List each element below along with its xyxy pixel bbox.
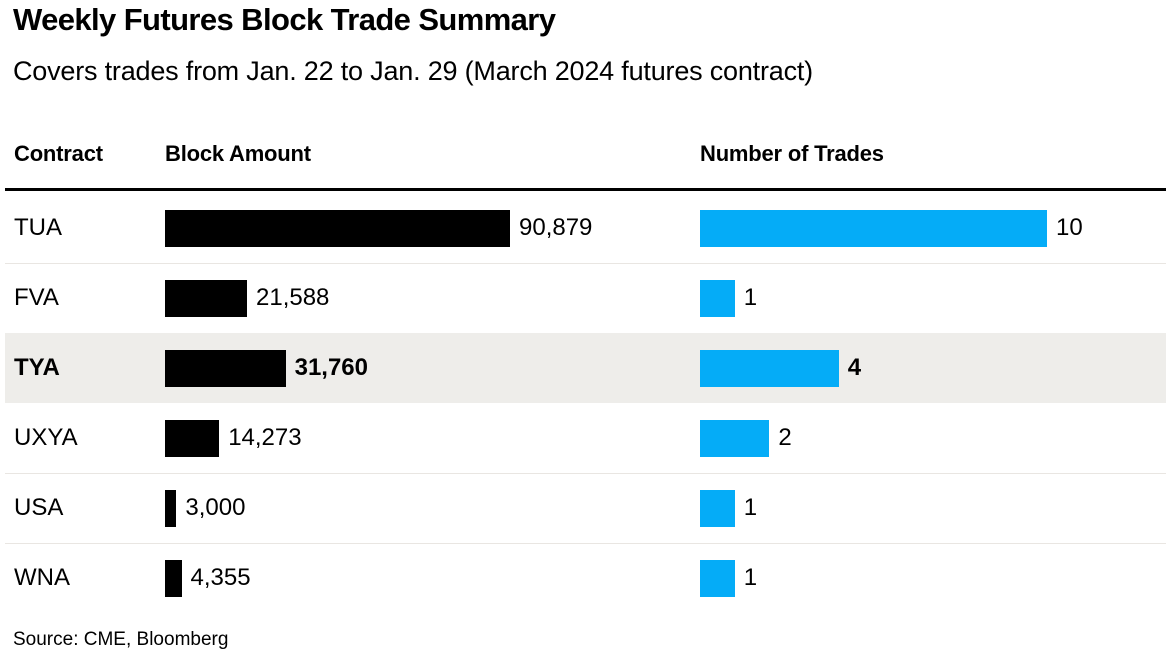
source-note: Source: CME, Bloomberg [13, 629, 229, 650]
block-amount-value: 21,588 [256, 284, 330, 311]
block-amount-bar [165, 419, 220, 457]
contract-label: TUA [14, 214, 62, 241]
trades-cell: 1 [700, 263, 757, 333]
trades-cell: 4 [700, 333, 861, 403]
table-row-tya-highlighted: TYA 31,760 4 [0, 333, 1176, 403]
block-amount-value: 31,760 [294, 354, 368, 381]
header-rule [5, 188, 1166, 191]
chart-title: Weekly Futures Block Trade Summary [13, 2, 556, 37]
contract-label: WNA [14, 564, 70, 591]
trades-bar [700, 489, 735, 527]
trades-bar [700, 349, 839, 387]
trades-bar [700, 419, 770, 457]
block-amount-bar [165, 209, 510, 247]
trades-cell: 2 [700, 403, 792, 473]
block-amount-cell: 21,588 [165, 263, 329, 333]
trades-bar [700, 559, 735, 597]
trades-value: 4 [847, 354, 862, 381]
trades-value: 1 [743, 494, 758, 521]
trades-cell: 10 [700, 193, 1083, 263]
contract-label: UXYA [14, 424, 78, 451]
table-row-tua: TUA 90,879 10 [0, 193, 1176, 263]
table-body: TUA 90,879 10 FVA 21,588 1 T [0, 193, 1176, 613]
block-amount-value: 3,000 [185, 494, 246, 521]
contract-label: FVA [14, 284, 59, 311]
table-row-fva: FVA 21,588 1 [0, 263, 1176, 333]
contract-label: USA [14, 494, 64, 521]
trades-cell: 1 [700, 543, 757, 613]
block-amount-cell: 31,760 [165, 333, 368, 403]
trades-cell: 1 [700, 473, 757, 543]
block-amount-value: 90,879 [519, 214, 593, 241]
trades-bar [700, 279, 735, 317]
column-header-contract: Contract [14, 141, 103, 166]
block-amount-bar [165, 559, 182, 597]
contract-label: TYA [14, 354, 60, 381]
trades-value: 1 [743, 284, 758, 311]
block-amount-cell: 3,000 [165, 473, 245, 543]
block-amount-bar [165, 489, 177, 527]
block-amount-value: 14,273 [228, 424, 302, 451]
chart-subtitle: Covers trades from Jan. 22 to Jan. 29 (M… [13, 56, 813, 86]
trades-value: 2 [778, 424, 792, 451]
block-amount-bar [165, 279, 247, 317]
trades-bar [700, 209, 1047, 247]
block-amount-cell: 14,273 [165, 403, 302, 473]
block-amount-bar [165, 349, 286, 387]
column-header-number-of-trades: Number of Trades [700, 141, 884, 166]
block-amount-value: 4,355 [190, 564, 251, 591]
column-header-block-amount: Block Amount [165, 141, 311, 166]
block-amount-cell: 90,879 [165, 193, 592, 263]
table-row-uxya: UXYA 14,273 2 [0, 403, 1176, 473]
trades-value: 1 [743, 564, 758, 591]
trades-value: 10 [1056, 214, 1083, 241]
table-row-wna: WNA 4,355 1 [0, 543, 1176, 613]
table-row-usa: USA 3,000 1 [0, 473, 1176, 543]
block-amount-cell: 4,355 [165, 543, 251, 613]
